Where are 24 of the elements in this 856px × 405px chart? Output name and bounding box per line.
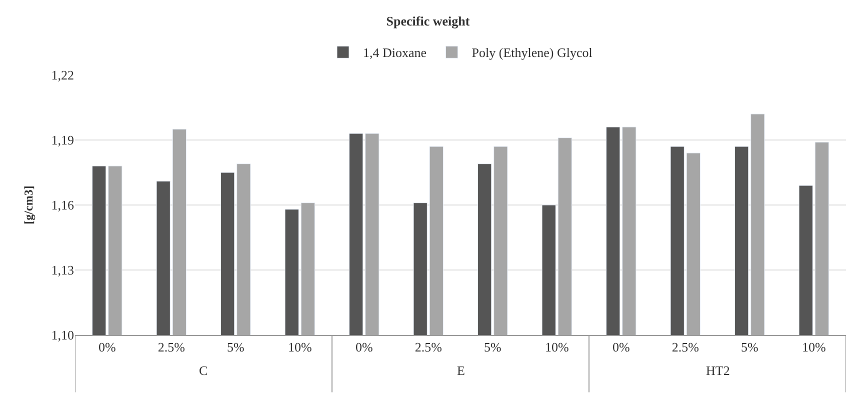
x-tick-label: 2.5% [414,340,442,355]
y-tick-label: 1,22 [51,68,74,83]
legend-label: Poly (Ethylene) Glycol [472,45,593,60]
chart-title: Specific weight [386,13,470,28]
text: HT2 [706,363,730,378]
x-tick-label: 2.5% [158,340,186,355]
x-tick-label: 10% [288,340,312,355]
x-tick-label: 0% [98,340,116,355]
x-tick-label: 5% [484,340,502,355]
x-tick-label: 5% [740,340,758,355]
x-tick-label: 5% [226,340,244,355]
y-tick-label: 1,10 [51,328,74,343]
text: C [199,363,208,378]
y-tick-label: 1,19 [51,132,74,148]
legend-label: 1,4 Dioxane [363,45,427,60]
x-tick-label: 2.5% [672,340,700,355]
x-tick-label: 10% [544,340,569,355]
y-axis-title: [g/cm3] [22,186,36,224]
y-tick-label: 1,16 [51,198,74,213]
y-tick-label: 1,13 [51,262,74,278]
text: E [457,363,465,378]
x-tick-label: 0% [612,340,630,355]
x-tick-label: 0% [355,340,373,355]
x-tick-label: 10% [802,340,826,355]
